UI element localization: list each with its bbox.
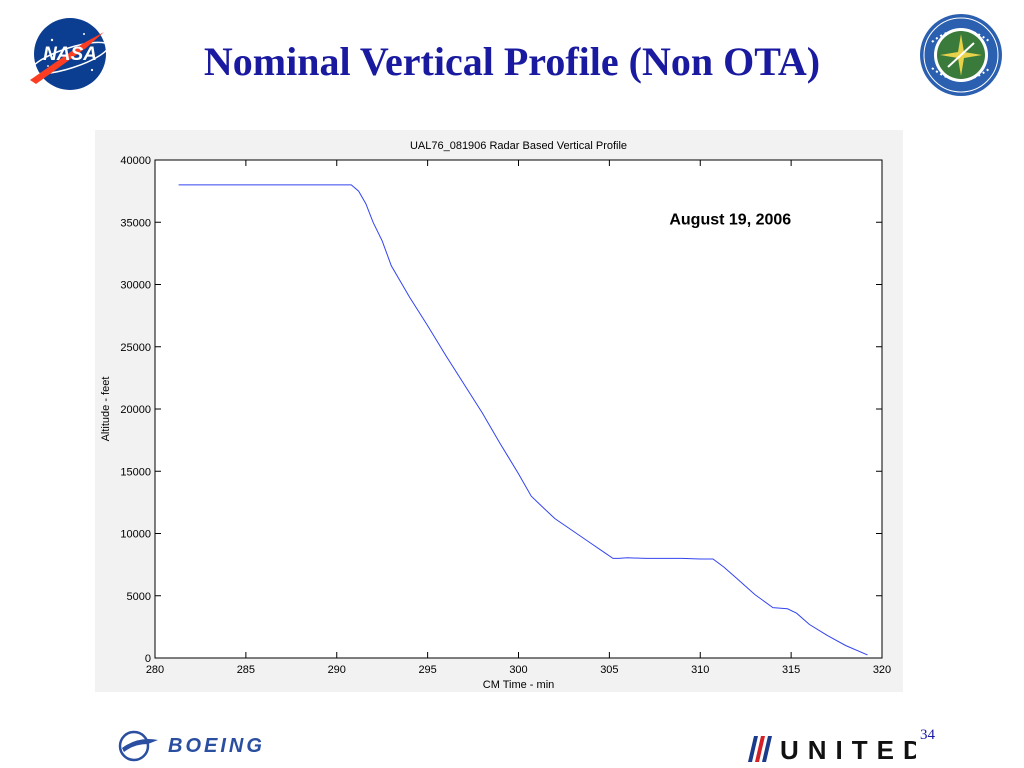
y-tick-label: 35000 bbox=[120, 217, 151, 229]
nasa-logo: NASA bbox=[30, 18, 109, 90]
chart-title: UAL76_081906 Radar Based Vertical Profil… bbox=[410, 140, 627, 152]
x-tick-label: 280 bbox=[146, 664, 164, 676]
chart-panel: UAL76_081906 Radar Based Vertical Profil… bbox=[95, 130, 903, 692]
x-tick-label: 305 bbox=[600, 664, 618, 676]
x-tick-label: 300 bbox=[509, 664, 527, 676]
y-tick-label: 20000 bbox=[120, 404, 151, 416]
plot-area bbox=[154, 159, 883, 659]
series-line bbox=[178, 184, 868, 656]
page-number: 34 bbox=[920, 727, 935, 743]
y-tick-label: 10000 bbox=[120, 529, 151, 541]
x-tick-label: 285 bbox=[237, 664, 255, 676]
x-tick-label: 315 bbox=[782, 664, 800, 676]
svg-text:UNITED: UNITED bbox=[780, 735, 916, 765]
y-tick-label: 25000 bbox=[120, 342, 151, 354]
boeing-logo: BOEING bbox=[118, 730, 265, 762]
svg-text:BOEING: BOEING bbox=[168, 735, 265, 757]
x-tick-label: 310 bbox=[691, 664, 709, 676]
x-tick-label: 295 bbox=[418, 664, 436, 676]
x-axis-label: CM Time - min bbox=[483, 679, 555, 691]
date-annotation: August 19, 2006 bbox=[669, 212, 791, 229]
axis-ticks: 280 285 290 295 300 305 310 315 320 0 5000 10000 150… bbox=[120, 155, 891, 676]
svg-text:NASA: NASA bbox=[43, 44, 97, 65]
y-tick-label: 5000 bbox=[127, 591, 151, 603]
slide-title: Nominal Vertical Profile (Non OTA) bbox=[203, 39, 821, 84]
x-tick-label: 290 bbox=[328, 664, 346, 676]
y-tick-label: 40000 bbox=[120, 155, 151, 167]
chart-svg: UAL76_081906 Radar Based Vertical Profil… bbox=[100, 140, 891, 691]
y-tick-label: 30000 bbox=[120, 280, 151, 292]
faa-logo bbox=[920, 14, 1002, 96]
united-logo: UNITED bbox=[748, 735, 916, 765]
y-tick-label: 0 bbox=[145, 653, 151, 665]
y-tick-label: 15000 bbox=[120, 466, 151, 478]
x-tick-label: 320 bbox=[873, 664, 891, 676]
y-axis-label: Altitude - feet bbox=[100, 377, 112, 442]
